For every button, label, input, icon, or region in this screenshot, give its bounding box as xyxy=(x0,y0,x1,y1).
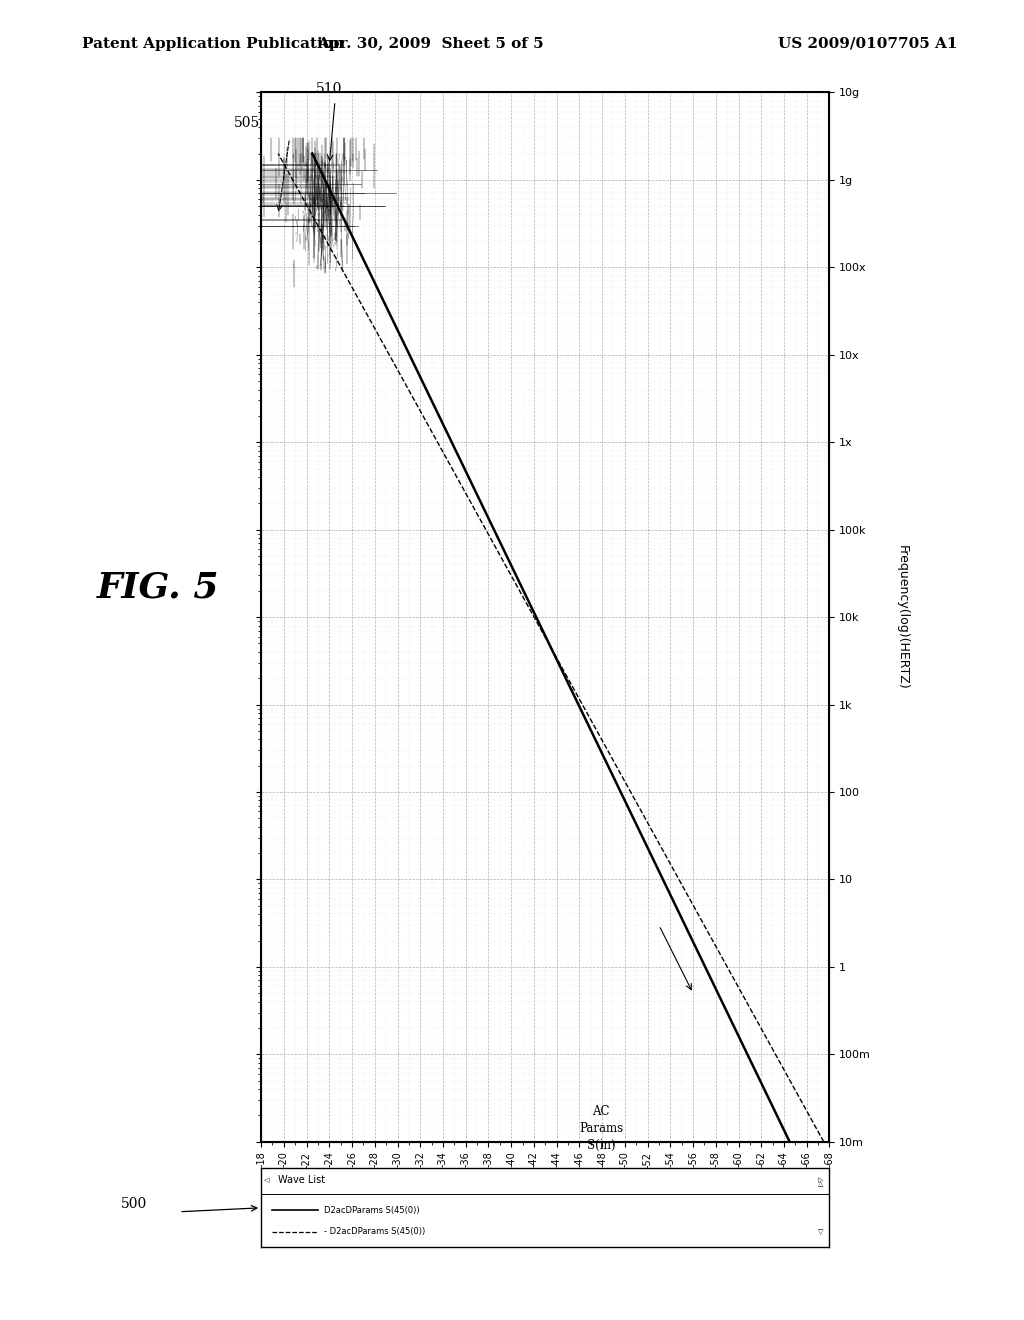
Text: ▽: ▽ xyxy=(818,1229,823,1234)
Text: US 2009/0107705 A1: US 2009/0107705 A1 xyxy=(778,37,957,51)
Text: 500: 500 xyxy=(121,1197,147,1212)
Text: 510: 510 xyxy=(315,82,342,96)
Text: △: △ xyxy=(818,1181,823,1187)
Text: Wave List: Wave List xyxy=(279,1175,326,1185)
Text: AC
Params
S(in): AC Params S(in) xyxy=(579,1105,624,1152)
Text: Apr. 30, 2009  Sheet 5 of 5: Apr. 30, 2009 Sheet 5 of 5 xyxy=(316,37,544,51)
Text: FIG. 5: FIG. 5 xyxy=(97,570,220,605)
Text: - D2acDParams S(45(0)): - D2acDParams S(45(0)) xyxy=(324,1228,425,1236)
Text: 505: 505 xyxy=(233,116,260,131)
Text: D2acDParams S(45(0)): D2acDParams S(45(0)) xyxy=(324,1205,419,1214)
Text: ◁: ◁ xyxy=(264,1177,269,1183)
Text: Patent Application Publication: Patent Application Publication xyxy=(82,37,344,51)
Text: ▷: ▷ xyxy=(818,1177,823,1183)
Y-axis label: Frequency(log)(HERTZ): Frequency(log)(HERTZ) xyxy=(896,545,909,689)
